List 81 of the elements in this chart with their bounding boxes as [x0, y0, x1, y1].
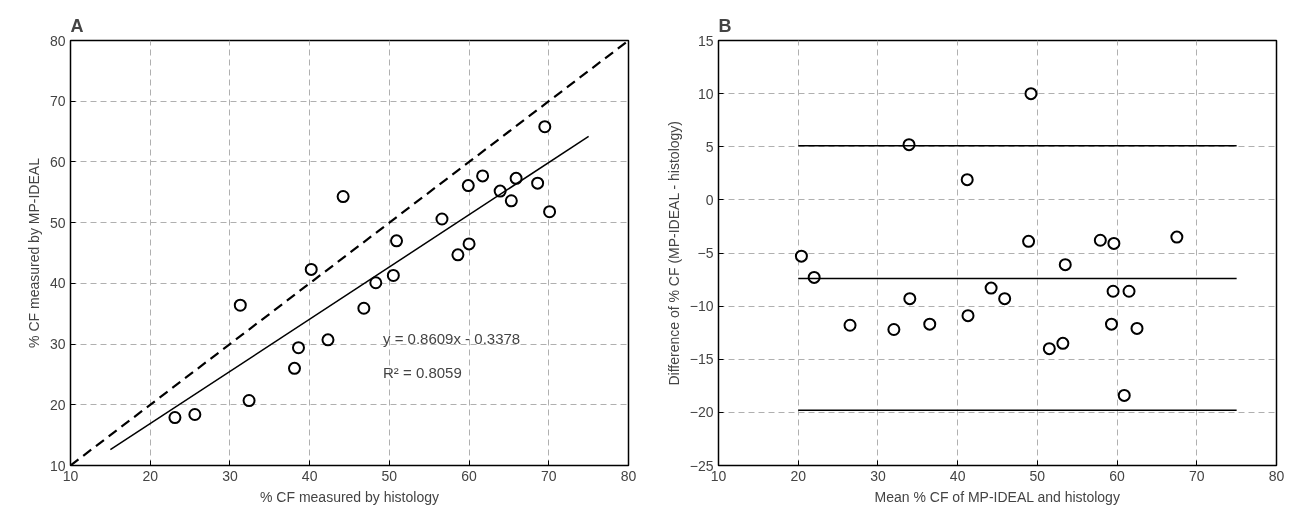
point [538, 120, 552, 134]
annotation: y = 0.8609x - 0.3378 [382, 329, 521, 347]
y-tick-label: −15 [689, 351, 714, 368]
point [794, 249, 808, 263]
y-tick-label: 80 [49, 32, 66, 49]
point [386, 268, 400, 282]
x-tick-label: 20 [142, 467, 159, 484]
point [1022, 234, 1036, 248]
point [462, 237, 476, 251]
point [188, 408, 202, 421]
point [476, 169, 490, 183]
point [242, 394, 256, 408]
annotation: R² = 0.8059 [382, 363, 462, 381]
x-tick-label: 50 [381, 467, 398, 484]
point [998, 292, 1012, 306]
point [961, 309, 975, 323]
y-tick-label: −10 [689, 298, 714, 315]
y-tick-label: 5 [705, 138, 714, 155]
point [1093, 233, 1107, 247]
y-tick-label: 40 [49, 275, 66, 292]
point [233, 298, 247, 312]
x-tick-label: 60 [1109, 467, 1126, 484]
point [336, 190, 350, 204]
point [1106, 284, 1120, 298]
x-tick-label: 70 [541, 467, 557, 484]
point [1042, 342, 1056, 356]
x-tick-label: 40 [301, 467, 318, 484]
point [843, 318, 857, 332]
point [531, 176, 545, 190]
point [357, 301, 371, 315]
y-tick-label: 10 [697, 85, 714, 102]
chart-title: A [70, 15, 84, 36]
x-tick-label: 40 [949, 467, 966, 484]
point [903, 292, 917, 306]
point [1117, 388, 1131, 402]
point [1130, 321, 1144, 335]
y-tick-label: 30 [49, 336, 66, 353]
point [984, 281, 998, 295]
point [168, 411, 182, 425]
point [369, 276, 383, 290]
point [543, 205, 557, 219]
point [1024, 87, 1038, 101]
point [451, 248, 465, 262]
point [321, 333, 335, 347]
x-tick-label: 50 [1029, 467, 1046, 484]
point [435, 212, 449, 226]
x-axis-title: Mean % CF of MP-IDEAL and histology [874, 488, 1120, 505]
y-tick-label: 0 [705, 191, 714, 208]
point [461, 179, 475, 193]
x-tick-label: 30 [870, 467, 886, 484]
y-axis-title: Difference of % CF (MP-IDEAL - histology) [665, 120, 682, 386]
point [304, 262, 318, 276]
point [887, 323, 901, 336]
x-tick-label: 80 [1268, 467, 1285, 484]
y-axis-title: % CF measured by MP-IDEAL [25, 157, 42, 348]
point [923, 317, 937, 331]
y-tick-label: −20 [689, 404, 714, 421]
y-tick-label: 60 [49, 153, 66, 170]
x-tick-label: 20 [790, 467, 807, 484]
x-tick-label: 60 [461, 467, 478, 484]
point [1122, 284, 1136, 298]
point [291, 341, 305, 355]
x-tick-label: 30 [222, 467, 238, 484]
point [390, 234, 404, 248]
point [504, 194, 518, 208]
point [1056, 336, 1070, 350]
point [1107, 236, 1121, 250]
y-tick-label: 50 [49, 214, 66, 231]
chart-title: B [718, 15, 732, 36]
y-tick-label: 20 [49, 396, 66, 413]
y-tick-label: 15 [697, 32, 714, 49]
x-tick-label: 80 [620, 467, 637, 484]
y-tick-label: 70 [49, 93, 66, 110]
point [1170, 230, 1184, 244]
point [960, 173, 974, 187]
point [1058, 258, 1072, 272]
point [288, 361, 301, 375]
x-tick-label: 70 [1189, 467, 1205, 484]
x-axis-title: % CF measured by histology [260, 488, 439, 505]
point [1104, 317, 1118, 331]
y-tick-label: −5 [697, 245, 714, 261]
